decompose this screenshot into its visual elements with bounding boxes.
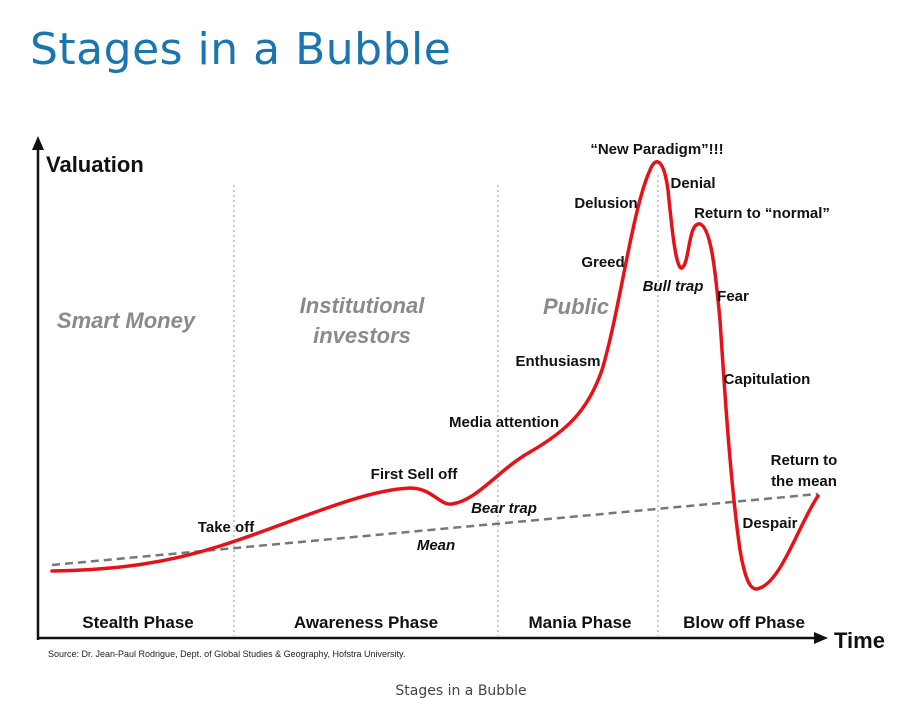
stage-greed: Greed bbox=[581, 254, 624, 271]
x-axis-arrow-icon bbox=[814, 632, 828, 644]
stage-return-to-mean: Return to bbox=[771, 452, 838, 469]
stage-capitulation: Capitulation bbox=[724, 371, 811, 388]
phase-mania: Mania Phase bbox=[529, 613, 632, 632]
phase-stealth: Stealth Phase bbox=[82, 613, 194, 632]
mean-label: Mean bbox=[417, 537, 455, 554]
phase-awareness: Awareness Phase bbox=[294, 613, 438, 632]
stage-denial: Denial bbox=[670, 175, 715, 192]
stage-despair: Despair bbox=[742, 515, 797, 532]
source-note: Source: Dr. Jean-Paul Rodrigue, Dept. of… bbox=[48, 649, 405, 659]
zone-public: Public bbox=[543, 294, 609, 319]
stage-media-attention: Media attention bbox=[449, 414, 559, 431]
image-caption: Stages in a Bubble bbox=[395, 683, 527, 699]
stage-bear-trap: Bear trap bbox=[471, 500, 537, 517]
y-axis-label: Valuation bbox=[46, 152, 144, 177]
mean-line bbox=[51, 492, 819, 567]
phase-blowoff: Blow off Phase bbox=[683, 613, 805, 632]
stage-return-to-normal: Return to “normal” bbox=[694, 205, 830, 222]
slide-title: Stages in a Bubble bbox=[30, 24, 452, 75]
bubble-curve bbox=[50, 160, 820, 591]
bubble-diagram: Valuation Time Smart Money Institutional… bbox=[32, 136, 885, 659]
x-axis-label: Time bbox=[834, 628, 885, 653]
stage-fear: Fear bbox=[717, 288, 749, 305]
stage-enthusiasm: Enthusiasm bbox=[515, 353, 600, 370]
stage-delusion: Delusion bbox=[574, 195, 637, 212]
y-axis-arrow-icon bbox=[32, 136, 44, 150]
stage-bull-trap: Bull trap bbox=[643, 278, 704, 295]
stage-new-paradigm: “New Paradigm”!!! bbox=[590, 141, 723, 158]
zone-institutional: Institutional bbox=[300, 293, 426, 318]
stage-first-sell-off: First Sell off bbox=[371, 466, 459, 483]
zone-smart-money: Smart Money bbox=[57, 308, 197, 333]
stage-take-off: Take off bbox=[198, 519, 255, 536]
stage-return-to-mean-2: the mean bbox=[771, 473, 837, 490]
zone-institutional-investors: investors bbox=[313, 323, 411, 348]
